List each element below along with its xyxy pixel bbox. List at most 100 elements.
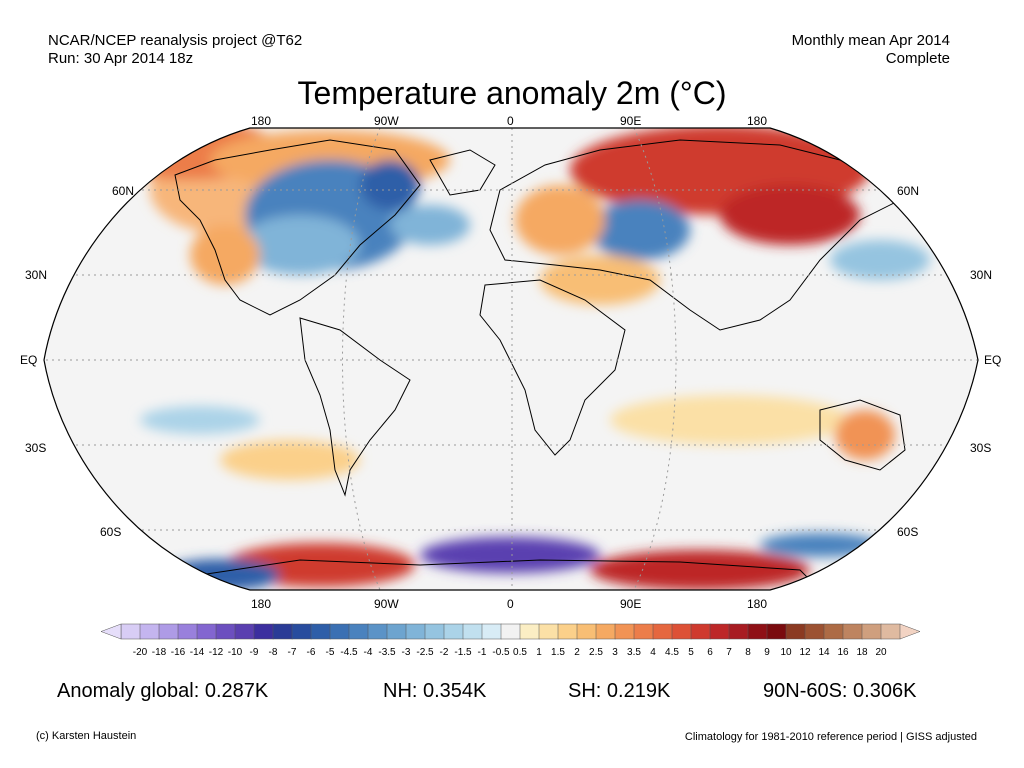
anomaly-warm-south-pacific bbox=[220, 440, 360, 480]
stat-sh: SH: 0.219K bbox=[568, 680, 671, 702]
colorbar-tick-label: 1.5 bbox=[551, 647, 565, 658]
anomaly-cold-tropical-pacific bbox=[140, 406, 260, 434]
colorbar-tick-label: 9 bbox=[764, 647, 770, 658]
source-line: NCAR/NCEP reanalysis project @T62 bbox=[48, 32, 303, 49]
colorbar-tick-label: -3 bbox=[401, 647, 411, 658]
colorbar-swatch bbox=[652, 623, 673, 640]
colorbar-lower-arrow bbox=[100, 623, 122, 640]
colorbar-swatch bbox=[671, 623, 692, 640]
colorbar-tick-label: -6 bbox=[306, 647, 316, 658]
run-line: Run: 30 Apr 2014 18z bbox=[48, 50, 194, 67]
anomaly-warm-middle-east bbox=[540, 255, 660, 305]
lon-label-top-90w: 90W bbox=[374, 114, 399, 128]
colorbar-swatch bbox=[443, 623, 464, 640]
colorbar-tick-label: 20 bbox=[875, 647, 887, 658]
credit: (c) Karsten Haustein bbox=[36, 730, 137, 742]
anomaly-cold-north-pacific bbox=[830, 240, 930, 280]
colorbar-tick-label: -14 bbox=[189, 647, 205, 658]
anomaly-warm-west-us bbox=[190, 225, 260, 285]
colorbar-tick-label: 7 bbox=[726, 647, 732, 658]
colorbar-swatch bbox=[386, 623, 407, 640]
colorbar-tick-label: 16 bbox=[837, 647, 849, 658]
colorbar-swatch bbox=[557, 623, 578, 640]
colorbar-tick-label: -9 bbox=[249, 647, 259, 658]
colorbar-swatch bbox=[120, 623, 141, 640]
lon-label-bottom-180e: 180 bbox=[747, 597, 768, 611]
colorbar-swatch bbox=[272, 623, 293, 640]
lat-label-left-30s: 30S bbox=[25, 441, 47, 455]
colorbar-tick-label: -1 bbox=[477, 647, 487, 658]
map-border bbox=[43, 127, 979, 591]
colorbar-tick-label: -1.5 bbox=[454, 647, 472, 658]
colorbar-swatch bbox=[861, 623, 882, 640]
colorbar-swatch bbox=[177, 623, 198, 640]
colorbar-swatch bbox=[158, 623, 179, 640]
colorbar-swatch bbox=[367, 623, 388, 640]
colorbar-tick-label: -5 bbox=[325, 647, 335, 658]
africa-outline bbox=[479, 279, 626, 456]
colorbar-swatch bbox=[766, 623, 787, 640]
lat-label-left-60n: 60N bbox=[112, 184, 135, 198]
colorbar-swatch bbox=[196, 623, 217, 640]
colorbar-tick-label: 2 bbox=[574, 647, 580, 658]
south-america-outline bbox=[299, 317, 411, 497]
anomaly-warm-indian-ocean bbox=[610, 395, 850, 445]
colorbar-tick-label: -2.5 bbox=[416, 647, 434, 658]
colorbar-tick-label: 5 bbox=[688, 647, 694, 658]
colorbar-swatch bbox=[348, 623, 369, 640]
colorbar-swatch bbox=[690, 623, 711, 640]
colorbar bbox=[100, 623, 921, 640]
anomaly-warm-europe bbox=[515, 185, 605, 255]
anomaly-cold-weddell bbox=[420, 537, 600, 573]
colorbar-tick-label: 8 bbox=[745, 647, 751, 658]
lon-label-bottom-90w: 90W bbox=[374, 597, 399, 611]
lat-label-left-30n: 30N bbox=[25, 268, 48, 282]
colorbar-swatch bbox=[310, 623, 331, 640]
colorbar-tick-label: 10 bbox=[780, 647, 792, 658]
colorbar-swatch bbox=[880, 623, 901, 640]
colorbar-tick-label: -4 bbox=[363, 647, 373, 658]
colorbar-swatch bbox=[139, 623, 160, 640]
lat-label-left-eq: EQ bbox=[20, 353, 38, 367]
colorbar-tick-label: 3.5 bbox=[627, 647, 641, 658]
colorbar-swatch bbox=[538, 623, 559, 640]
colorbar-tick-label: -3.5 bbox=[378, 647, 396, 658]
colorbar-tick-label: -2 bbox=[439, 647, 449, 658]
colorbar-swatch bbox=[481, 623, 502, 640]
colorbar-tick-label: 0.5 bbox=[513, 647, 527, 658]
coastlines bbox=[174, 139, 906, 590]
colorbar-swatch bbox=[519, 623, 540, 640]
anomaly-warm-east-antarctica bbox=[590, 550, 810, 590]
colorbar-swatch bbox=[329, 623, 350, 640]
anomaly-cold-usa bbox=[240, 215, 360, 275]
climatology-note: Climatology for 1981-2010 reference peri… bbox=[684, 731, 977, 743]
colorbar-swatch bbox=[500, 623, 521, 640]
colorbar-swatch bbox=[823, 623, 844, 640]
colorbar-tick-label: -8 bbox=[268, 647, 278, 658]
colorbar-swatch bbox=[405, 623, 426, 640]
colorbar-swatch bbox=[291, 623, 312, 640]
lon-label-top-180e: 180 bbox=[747, 114, 768, 128]
anomaly-warm-australia bbox=[835, 410, 895, 460]
colorbar-swatch bbox=[576, 623, 597, 640]
anomaly-cold-north-atlantic bbox=[390, 205, 470, 245]
colorbar-swatch bbox=[804, 623, 825, 640]
period-line: Monthly mean Apr 2014 bbox=[791, 32, 950, 49]
status-line: Complete bbox=[885, 50, 950, 67]
lon-label-top-0: 0 bbox=[507, 114, 514, 128]
colorbar-tick-label: 1 bbox=[536, 647, 542, 658]
colorbar-tick-label: -18 bbox=[151, 647, 167, 658]
colorbar-tick-label: 14 bbox=[818, 647, 830, 658]
colorbar-tick-label: -4.5 bbox=[340, 647, 358, 658]
colorbar-tick-label: 6 bbox=[707, 647, 713, 658]
lat-label-right-30s: 30S bbox=[970, 441, 992, 455]
colorbar-tick-label: -20 bbox=[132, 647, 148, 658]
anomaly-cold-ross bbox=[160, 559, 280, 590]
graticule bbox=[44, 128, 978, 590]
colorbar-tick-label: -10 bbox=[227, 647, 243, 658]
colorbar-tick-label: 4 bbox=[650, 647, 656, 658]
colorbar-swatch bbox=[253, 623, 274, 640]
colorbar-swatch bbox=[215, 623, 236, 640]
colorbar-swatch bbox=[842, 623, 863, 640]
